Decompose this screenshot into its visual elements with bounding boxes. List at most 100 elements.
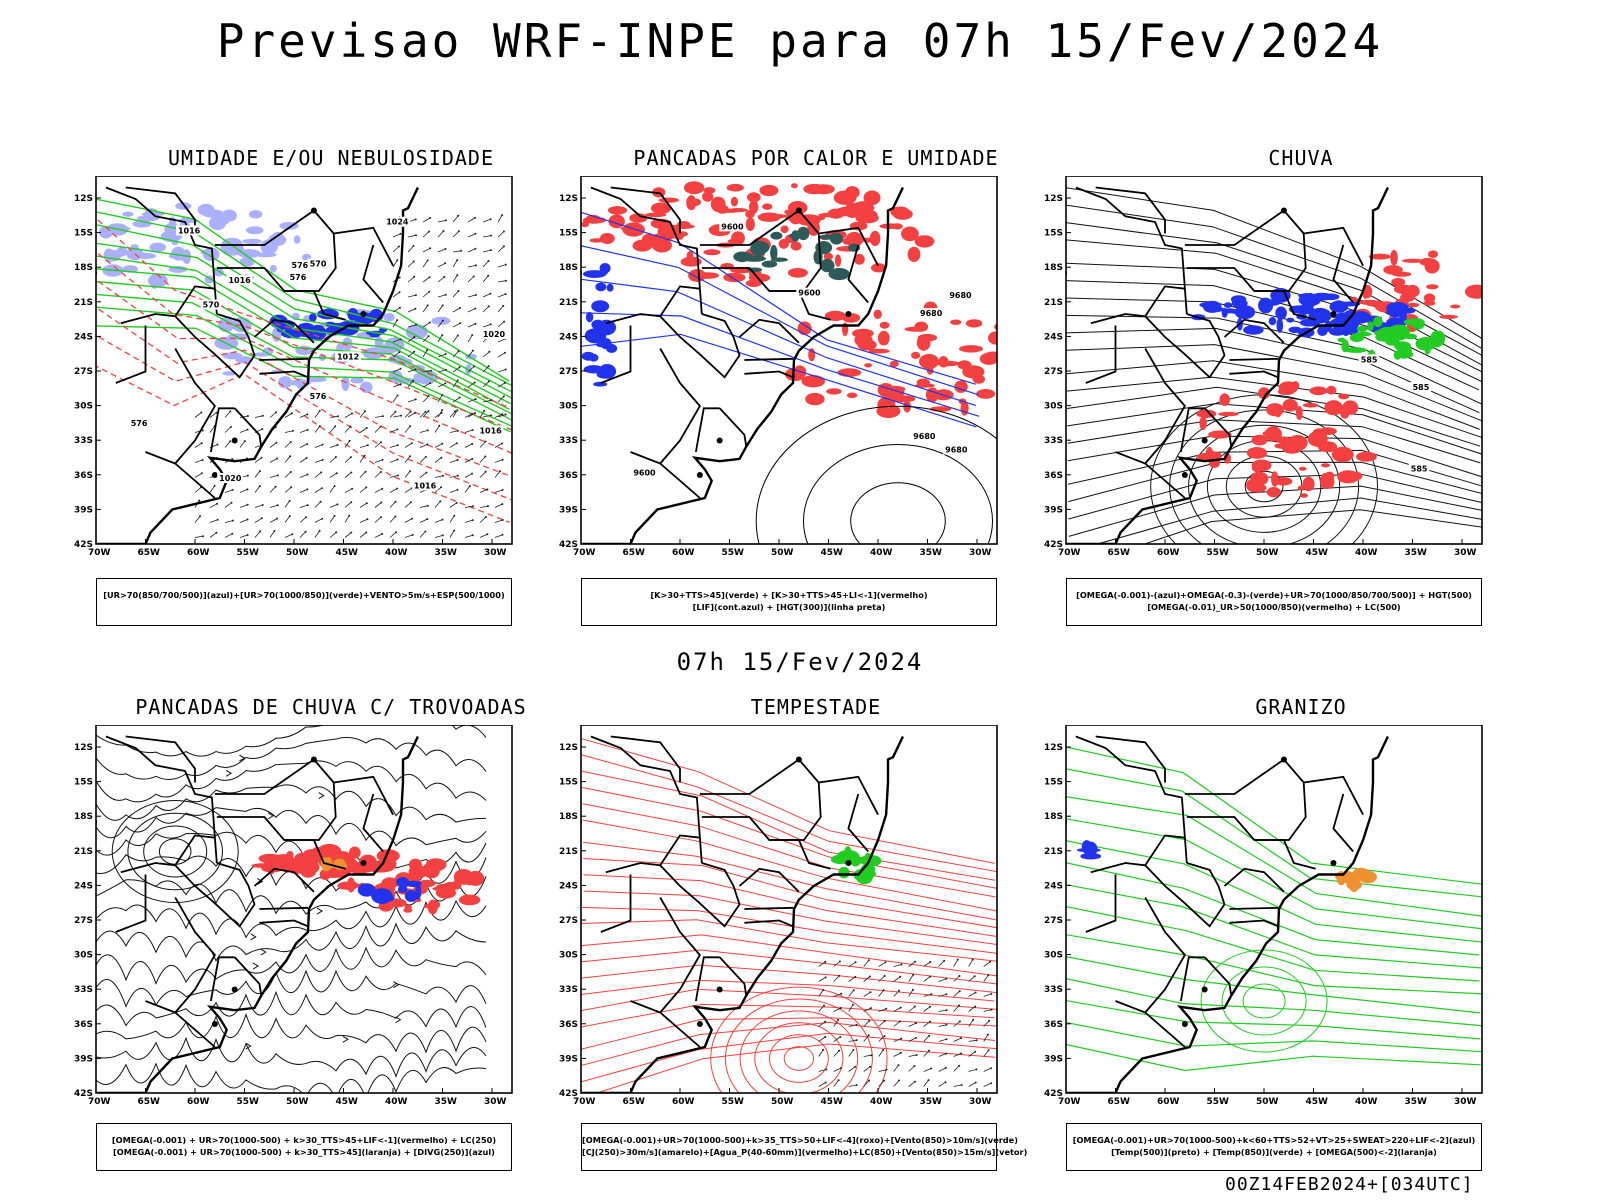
coastline <box>581 735 904 1093</box>
lat-label: 39S <box>559 1054 578 1064</box>
wind-vector <box>878 1020 885 1027</box>
omega-shade <box>1299 318 1320 327</box>
convective-shade <box>458 894 481 906</box>
wind-vector <box>194 459 203 463</box>
lon-label: 60W <box>672 1097 695 1107</box>
wind-vector-head <box>975 1039 978 1042</box>
wind-vector <box>422 305 429 313</box>
wind-vector-head <box>958 1020 961 1023</box>
lat-label: 24S <box>74 332 93 342</box>
wind-vector-head <box>428 230 431 233</box>
omega-shade <box>1393 284 1415 294</box>
wind-vector-head <box>215 531 218 534</box>
wind-vector <box>239 519 248 523</box>
wind-vector <box>407 308 416 313</box>
humidity-shade <box>344 321 364 326</box>
border-line <box>1180 956 1205 1002</box>
wind-vector-head <box>200 411 203 414</box>
wind-vector <box>818 961 826 967</box>
wind-vector-head <box>824 1020 827 1023</box>
wind-vector-head <box>867 1034 870 1037</box>
humidity-shade <box>260 239 278 255</box>
wind-vector <box>449 475 458 478</box>
omega-shade <box>1367 321 1374 332</box>
wind-vector <box>848 1066 856 1072</box>
wind-vector-head <box>441 334 444 337</box>
border-line <box>1090 834 1186 874</box>
wind-vector <box>863 991 871 997</box>
convective-shade <box>745 279 762 287</box>
omega-shade <box>1302 403 1319 408</box>
omega-shade <box>1337 337 1346 343</box>
wind-vector-head <box>486 488 489 491</box>
panel-umidade: UMIDADE E/OU NEBULOSIDADE 1016 1016 1016 10… <box>74 146 576 626</box>
humidity-shade <box>431 316 451 325</box>
wind-vector-head <box>439 500 442 503</box>
lon-label: 35W <box>435 1097 458 1107</box>
wind-vector <box>479 410 485 418</box>
wind-vector-head <box>276 517 278 520</box>
lc-contour <box>583 841 996 921</box>
wind-vector-head <box>231 532 234 535</box>
wind-vector-head <box>444 262 447 265</box>
wind-vector <box>953 1053 962 1057</box>
border-line <box>1144 897 1186 1014</box>
humidity-contour <box>96 268 510 410</box>
wind-vector-head <box>380 441 382 444</box>
border-line <box>105 735 218 864</box>
border-line <box>1332 244 1354 304</box>
lon-label: 45W <box>821 1097 844 1107</box>
wind-vector-head <box>336 444 339 446</box>
humidity-shade <box>278 376 293 389</box>
border-line <box>362 244 384 304</box>
border-line <box>605 285 701 325</box>
lc-contour <box>581 988 997 1012</box>
convective-shade <box>785 211 805 222</box>
wind-vector <box>269 530 275 538</box>
lc-contour <box>582 787 997 889</box>
wind-vector-head <box>838 1049 841 1052</box>
wind-vector-head <box>409 470 411 473</box>
lake-mark <box>231 986 238 993</box>
contour-label-bg <box>1358 354 1380 365</box>
divergence-shade <box>357 883 376 897</box>
omega-shade <box>1400 292 1416 302</box>
border-line <box>744 906 794 910</box>
convective-shade <box>959 345 983 353</box>
convective-shade <box>829 232 843 245</box>
wind-vector <box>389 429 398 433</box>
wind-vector-head <box>900 963 903 966</box>
wind-vector <box>359 455 365 463</box>
convective-shade <box>889 360 899 368</box>
wind-vector <box>284 486 292 493</box>
wind-vector-head <box>471 334 474 337</box>
wind-vector <box>314 425 321 433</box>
contour-label: 9600 <box>633 469 656 478</box>
wind-vector <box>299 429 308 433</box>
wind-vector <box>404 534 413 538</box>
wind-vector-head <box>854 975 857 978</box>
wind-vector <box>494 503 503 508</box>
wind-vector <box>968 1082 976 1087</box>
streamline-arrow <box>316 907 324 915</box>
border-line <box>145 451 216 499</box>
wind-vector <box>404 470 411 478</box>
contour-label-bg <box>226 274 253 285</box>
border-line <box>1180 407 1205 453</box>
omega-shade <box>1300 493 1308 498</box>
wind-vector-head <box>231 488 234 491</box>
temp850-contour <box>1066 906 1480 982</box>
wind-vector <box>437 276 445 283</box>
wind-vector <box>467 276 475 283</box>
convective-shade <box>703 249 721 256</box>
wind-vector-head <box>246 503 249 506</box>
wind-vector-head <box>484 470 487 473</box>
wind-vector <box>254 504 263 508</box>
wind-vector-head <box>200 472 203 475</box>
lat-label: 24S <box>1044 332 1063 342</box>
wind-vector-head <box>883 1035 886 1038</box>
convective-shade <box>815 241 833 255</box>
wind-vector-head <box>945 993 948 996</box>
wind-vector-head <box>306 488 309 491</box>
